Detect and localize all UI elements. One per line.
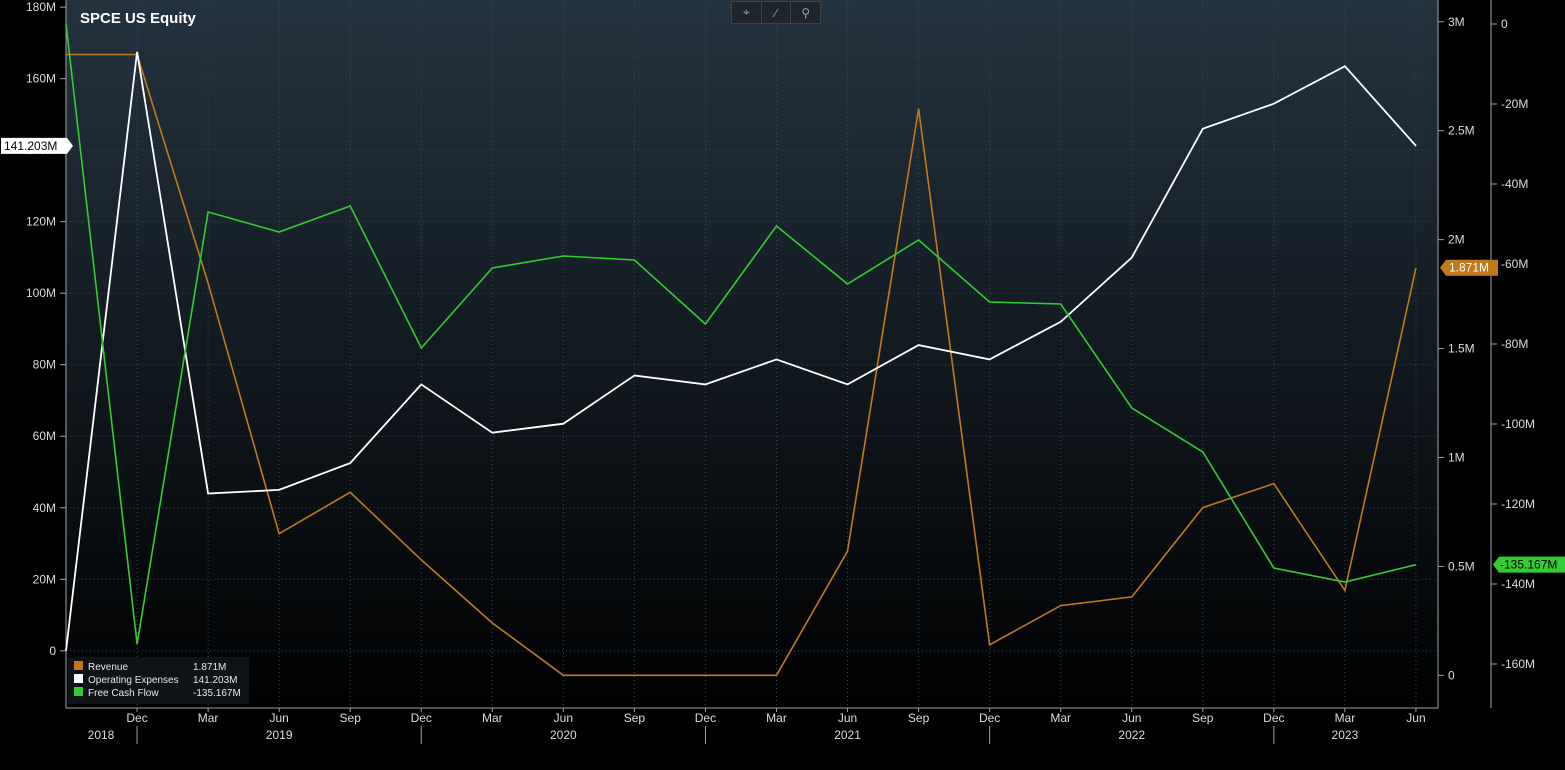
right-axis-1-tick-label: 0.5M: [1448, 559, 1475, 573]
right-axis-2-tick-label: -120M: [1501, 497, 1535, 511]
left-axis-tick-label: 60M: [33, 429, 56, 443]
x-axis-tick-label: Sep: [340, 711, 362, 725]
plot-background: [66, 0, 1438, 708]
left-axis-tick-label: 20M: [33, 572, 56, 586]
series-line-operating-expenses: [65, 51, 1417, 651]
last-value-tag: [1440, 259, 1498, 276]
legend-entry-value: -135.167M: [193, 688, 241, 699]
x-axis-tick-label: Jun: [838, 711, 857, 725]
x-axis-tick-label: Dec: [979, 711, 1000, 725]
x-axis-tick-label: Dec: [1263, 711, 1284, 725]
right-axis-1-tick-label: 2M: [1448, 233, 1465, 247]
chart-toolbar: ⌖ ∕ ⚲: [731, 1, 821, 24]
left-axis-tick-label: 80M: [33, 358, 56, 372]
right-axis-2-tick-label: -100M: [1501, 417, 1535, 431]
draw-icon[interactable]: ∕: [762, 2, 792, 23]
series-line-free-cash-flow: [65, 23, 1417, 645]
x-axis-tick-label: Sep: [624, 711, 646, 725]
right-axis-2-tick-label: -20M: [1501, 97, 1528, 111]
legend-swatch: [74, 661, 83, 670]
legend-entry-name: Revenue: [88, 662, 128, 673]
legend-entry-value: 141.203M: [193, 675, 237, 686]
left-axis-tick-label: 100M: [26, 286, 56, 300]
right-axis-2-tick-label: -140M: [1501, 577, 1535, 591]
left-axis-tick-label: 40M: [33, 501, 56, 515]
legend-entry-name: Free Cash Flow: [88, 688, 159, 699]
legend-box: [68, 657, 249, 704]
right-axis-2-tick-label: -40M: [1501, 177, 1528, 191]
legend-entry-value: 1.871M: [193, 662, 226, 673]
left-axis-tick-label: 120M: [26, 215, 56, 229]
last-value-tag-label: 1.871M: [1449, 261, 1489, 275]
left-axis-tick-label: 0: [49, 644, 56, 658]
x-axis-year-label: 2019: [266, 728, 293, 742]
crosshair-icon[interactable]: ⌖: [732, 2, 762, 23]
left-axis-tick-label: 180M: [26, 0, 56, 14]
x-axis-tick-label: Jun: [554, 711, 573, 725]
x-axis-tick-label: Jun: [1406, 711, 1425, 725]
left-axis-tick-label: 160M: [26, 72, 56, 86]
right-axis-1-tick-label: 0: [1448, 668, 1455, 682]
legend-swatch: [74, 687, 83, 696]
x-axis-tick-label: Mar: [482, 711, 503, 725]
x-axis-year-label: 2021: [834, 728, 861, 742]
series-line-revenue: [66, 53, 1417, 677]
x-axis-year-label: 2020: [550, 728, 577, 742]
last-value-tag: [1, 137, 73, 154]
right-axis-2-tick-label: -60M: [1501, 257, 1528, 271]
x-axis-tick-label: Dec: [126, 711, 147, 725]
legend: Revenue 1.871M Operating Expenses 141.203M F…: [68, 657, 249, 704]
right-axis-2-tick-label: -80M: [1501, 337, 1528, 351]
last-value-tag-label: 141.203M: [4, 139, 57, 153]
x-axis-year-label: 2018: [88, 728, 115, 742]
grid: [66, 0, 1438, 708]
right-axis-1-tick-label: 3M: [1448, 15, 1465, 29]
x-axis-tick-label: Mar: [198, 711, 219, 725]
last-value-tag: [1493, 556, 1565, 573]
right-axis-2-tick-label: -160M: [1501, 657, 1535, 671]
x-axis-tick-label: Mar: [1335, 711, 1356, 725]
x-axis-tick-label: Dec: [695, 711, 716, 725]
x-axis-tick-label: Dec: [411, 711, 432, 725]
chart-title: SPCE US Equity: [80, 10, 197, 27]
x-axis-tick-label: Mar: [1050, 711, 1071, 725]
last-value-tag-label: -135.167M: [1500, 558, 1557, 572]
legend-entry-name: Operating Expenses: [88, 675, 179, 686]
series-lines: [65, 23, 1417, 677]
last-value-tags: 1.871M 141.203M -135.167M: [1, 137, 1565, 573]
x-axis-tick-label: Sep: [1192, 711, 1214, 725]
right-axis-2-tick-label: 0: [1501, 17, 1508, 31]
x-axis-tick-label: Sep: [908, 711, 930, 725]
x-axis-tick-label: Mar: [766, 711, 787, 725]
legend-swatch: [74, 674, 83, 683]
x-axis-tick-label: Jun: [269, 711, 288, 725]
x-axis-tick-label: Jun: [1122, 711, 1141, 725]
x-axis-year-label: 2023: [1332, 728, 1359, 742]
right-axis-1-tick-label: 1M: [1448, 450, 1465, 464]
right-axis-1-tick-label: 2.5M: [1448, 124, 1475, 138]
zoom-icon[interactable]: ⚲: [801, 5, 811, 20]
right-axis-1-tick-label: 1.5M: [1448, 342, 1475, 356]
axes: 020M40M60M80M100M120M140M160M180M00.5M1M…: [26, 0, 1535, 744]
x-axis-year-label: 2022: [1118, 728, 1145, 742]
